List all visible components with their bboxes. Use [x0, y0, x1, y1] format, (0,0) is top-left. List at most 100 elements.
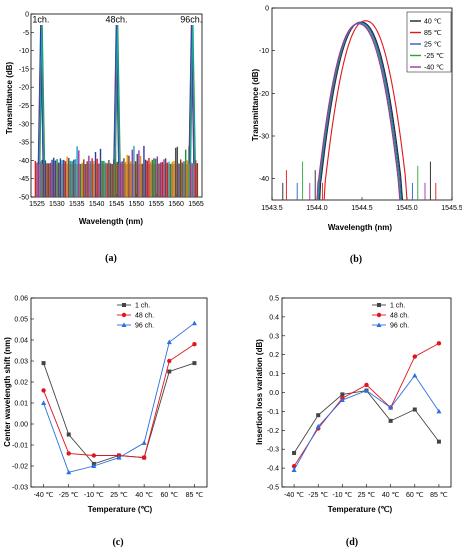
panel-a-peak [188, 24, 195, 165]
panel-a-annotation: 48ch. [105, 14, 127, 24]
panel-c-point [41, 361, 46, 366]
panel-d-ylabel: Insertion loss variation (dB) [255, 339, 264, 445]
panel-d-ytick-label: -0.4 [267, 466, 279, 473]
panel-d-ytick-label: 0.1 [269, 371, 279, 378]
panel-d-point [388, 405, 394, 410]
panel-b-legend-label: 25 ℃ [424, 42, 442, 49]
panel-c-point [192, 342, 197, 347]
panel-c-ytick-label: -0.03 [12, 485, 28, 492]
panel-a-annotation: 1ch. [32, 14, 49, 24]
panel-b-ytick-label: -30 [259, 134, 269, 141]
panel-d-ytick-label: -0.1 [267, 409, 279, 416]
panel-c-xtick-label: 60 ℃ [160, 492, 178, 499]
panel-d-legend-label: 48 ch. [390, 313, 409, 320]
panel-c-point [91, 453, 97, 458]
panel-a-peak [190, 24, 196, 165]
panel-d-xtick-label: -10 ℃ [332, 492, 352, 499]
panel-d-point [388, 418, 393, 423]
panel-b-xlabel: Wavelength (nm) [328, 223, 392, 232]
panel-c-legend-label: 96 ch. [135, 323, 154, 330]
panel-b-legend-label: 85 ℃ [424, 30, 442, 37]
panel-a-ylabel: Transmittance (dB) [5, 61, 14, 134]
panel-c-point [141, 455, 147, 460]
panel-d-xtick-label: 40 ℃ [382, 492, 400, 499]
panel-d-xtick-label: 85 ℃ [430, 492, 448, 499]
panel-a-xtick-label: 1550 [129, 201, 145, 208]
panel-b-series-line [318, 21, 403, 201]
panel-a-ytick-label: -20 [19, 85, 29, 92]
panel-a-ytick-label: -5 [23, 30, 29, 37]
panel-c-ytick-label: 0.06 [14, 296, 28, 303]
panel-c-point [192, 361, 197, 366]
panel-b-ytick-label: -40 [259, 176, 269, 183]
panel-c-point [116, 455, 122, 460]
chart-panel-b: Transmittance (dB) Wavelength (nm) (b) 0… [251, 6, 462, 266]
panel-d-legend-marker [377, 303, 381, 307]
panel-c-label: (c) [112, 537, 123, 548]
panel-a-xtick-label: 1525 [29, 201, 45, 208]
panel-d-point [339, 397, 345, 403]
panel-b-series-line [316, 23, 401, 201]
panel-c-legend-marker [121, 322, 127, 327]
panel-d-ytick-label: 0.3 [269, 333, 279, 340]
panel-a-xtick-label: 1540 [89, 201, 105, 208]
panel-b-label: (b) [350, 254, 362, 265]
panel-b-xtick-label: 1545.0 [396, 205, 418, 212]
panel-a-ytick-label: -10 [19, 48, 29, 55]
panel-d-xtick-label: -40 ℃ [284, 492, 304, 499]
panel-b-ytick-label: -10 [259, 48, 269, 55]
panel-a-ytick-label: -35 [19, 140, 29, 147]
panel-a-ytick-label: -25 [19, 103, 29, 110]
panel-a-label: (a) [105, 253, 117, 264]
chart-panel-a: Transmittance (dB) Wavelength (nm) (a) 0… [5, 12, 204, 265]
panel-c-ytick-label: -0.02 [12, 464, 28, 471]
panel-a-peak [189, 24, 196, 165]
panel-c-point [166, 339, 172, 345]
panel-c-legend-label: 48 ch. [135, 313, 154, 320]
chart-panel-d: Insertion loss variation (dB) Temperatur… [255, 296, 452, 548]
panel-c-legend-label: 1 ch. [135, 303, 150, 310]
panel-b-ylabel: Transmittance (dB) [251, 68, 260, 141]
panel-c-ytick-label: 0.03 [14, 359, 28, 366]
panel-c-xtick-label: 25 ℃ [110, 492, 128, 499]
panel-c-point [66, 469, 72, 475]
panel-a-annotation: 96ch. [180, 14, 202, 24]
panel-a-peak [113, 24, 119, 165]
panel-c-xtick-label: -40 ℃ [34, 492, 54, 499]
panel-d-point [315, 423, 321, 429]
panel-c-xtick-label: 40 ℃ [135, 492, 153, 499]
panel-a-peak [39, 24, 46, 165]
panel-c-ytick-label: 0.01 [14, 401, 28, 408]
panel-a-xtick-label: 1530 [49, 201, 65, 208]
panel-c-ytick-label: 0.00 [14, 422, 28, 429]
panel-d-xtick-label: 60 ℃ [406, 492, 424, 499]
panel-c-xlabel: Temperature (℃) [88, 505, 153, 514]
panel-d-point [340, 392, 345, 397]
panel-b-ytick-label: -20 [259, 91, 269, 98]
panel-c-ytick-label: 0.05 [14, 317, 28, 324]
panel-c-ytick-label: 0.04 [14, 338, 28, 345]
panel-a-ytick-label: -30 [19, 121, 29, 128]
panel-d-point [436, 341, 442, 346]
panel-a-xtick-label: 1560 [168, 201, 184, 208]
panel-c-xtick-label: -25 ℃ [59, 492, 79, 499]
panel-c-ytick-label: -0.01 [12, 443, 28, 450]
panel-a-noise-band [35, 164, 198, 197]
panel-b-legend-label: -40 ℃ [424, 65, 444, 72]
panel-d-xtick-label: 25 ℃ [358, 492, 376, 499]
panel-d-ytick-label: -0.2 [267, 428, 279, 435]
panel-a-xlabel: Wavelength (nm) [79, 217, 143, 226]
panel-d-ytick-label: 0.2 [269, 352, 279, 359]
panel-c-point [41, 400, 47, 405]
panel-a-peak [38, 24, 45, 165]
panel-d-legend-marker [376, 322, 382, 327]
panel-b-xtick-label: 1544.0 [306, 205, 328, 212]
panel-b-ytick-label: 0 [265, 6, 269, 13]
panel-a-ytick-label: 0 [25, 12, 29, 19]
panel-a-peak [114, 24, 121, 165]
panel-b-legend [406, 11, 452, 73]
panel-d-point [316, 413, 321, 418]
panel-a-xtick-label: 1565 [188, 201, 204, 208]
panel-d-point [436, 439, 441, 444]
